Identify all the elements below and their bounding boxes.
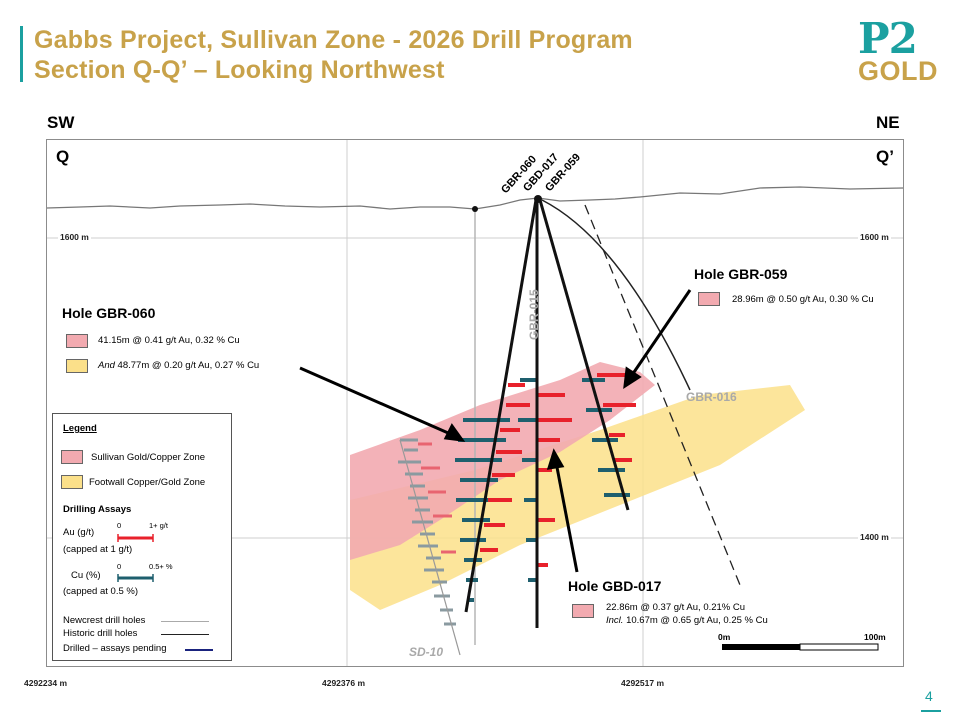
page-number-underline [921,710,941,712]
gbr060-trace [464,199,538,613]
legend-historic-line [161,634,209,635]
callout-gbr060-and: And [98,360,115,371]
section-label-q-prime: Q’ [876,147,894,166]
legend-au-label: Au (g/t) [63,527,95,538]
section-label-q: Q [56,147,70,166]
callout-gbr060-title: Hole GBR-060 [62,305,156,321]
direction-sw: SW [47,113,75,132]
legend-au-min: 0 [117,521,122,530]
scale-bar [722,643,879,651]
slide-title: Gabbs Project, Sullivan Zone - 2026 Dril… [34,26,633,54]
collar-gbr015 [472,206,478,212]
legend-cu-bar [117,574,154,582]
legend-pending: Drilled – assays pending [63,643,167,654]
callout-gbd017-assay-2: Incl. 10.67m @ 0.65 g/t Au, 0.25 % Cu [606,615,768,626]
legend-swatch-footwall [61,475,83,489]
gbd017-au-bars [537,393,572,567]
callout-gbr060-assay-2-text: 48.77m @ 0.20 g/t Au, 0.27 % Cu [114,360,260,371]
callout-gbr059-swatch [698,292,720,306]
label-gbr016: GBR-016 [686,390,737,404]
legend-cu-cap: (capped at 0.5 %) [63,586,138,597]
legend-cu-label: Cu (%) [71,570,101,581]
callout-gbd017-title: Hole GBD-017 [568,578,662,594]
dashed-hole [584,204,741,586]
callout-gbr060-assay-1: 41.15m @ 0.41 g/t Au, 0.32 % Cu [98,335,240,346]
legend-swatch-sullivan [61,450,83,464]
slide-subtitle: Section Q-Q’ – Looking Northwest [34,56,445,84]
legend-au-bar [117,534,154,542]
logo-p2-text: P2 [858,14,918,63]
page-number: 4 [925,688,933,704]
collar-cluster [534,195,542,203]
legend-historic: Historic drill holes [63,628,138,639]
sd10-trace [399,439,461,656]
footwall-copper-gold-zone [350,385,805,610]
p2-gold-logo: P2 GOLD [852,14,944,90]
legend-footwall-zone: Footwall Copper/Gold Zone [89,477,206,488]
gbr059-trace [538,199,630,511]
scale-end: 100m [864,632,886,642]
callout-gbr060-swatch-2 [66,359,88,373]
callout-gbr060-assay-2: And 48.77m @ 0.20 g/t Au, 0.27 % Cu [98,360,259,371]
gbr059-au-bars [597,373,636,462]
gbr060-au-bars [480,383,530,552]
northing-coord-1: 4292234 m [24,678,68,688]
sd10-red-bars [418,442,456,554]
legend-sullivan-zone: Sullivan Gold/Copper Zone [91,452,206,463]
logo-gold-text: GOLD [858,56,938,86]
legend-cu-min: 0 [117,562,122,571]
label-gbr015: GBR-015 [527,289,541,340]
title-accent-bar [20,26,23,82]
historic-hole-gbr016 [541,199,691,391]
legend-newcrest: Newcrest drill holes [63,615,146,626]
callout-gbd017-swatch [572,604,594,618]
callout-gbd017-assay-2-text: 10.67m @ 0.65 g/t Au, 0.25 % Cu [623,615,768,626]
legend-cu-max: 0.5+ % [149,562,173,571]
callout-gbd017-assay-1: 22.86m @ 0.37 g/t Au, 0.21% Cu [606,602,746,613]
legend-assays-title: Drilling Assays [63,504,132,515]
callout-arrows [299,289,692,573]
northing-coord-2: 4292376 m [322,678,366,688]
legend-au-max: 1+ g/t [149,521,168,530]
callout-gbr059-assay-1: 28.96m @ 0.50 g/t Au, 0.30 % Cu [732,294,874,305]
topography-line [46,186,904,210]
elevation-1600-left: 1600 m [58,232,91,242]
label-sd10: SD-10 [409,645,444,659]
callout-gbd017-incl: Incl. [606,615,624,626]
legend-newcrest-line [161,621,209,622]
gbr060-cu-bars [455,418,510,602]
legend-title: Legend [63,423,97,434]
legend-au-cap: (capped at 1 g/t) [63,544,133,555]
direction-ne: NE [876,113,900,132]
callout-gbr059-title: Hole GBR-059 [694,266,788,282]
legend-pending-line [185,649,213,651]
callout-gbr060-swatch-1 [66,334,88,348]
legend-box: Legend Sullivan Gold/Copper Zone Footwal… [52,413,232,661]
northing-coord-3: 4292517 m [621,678,665,688]
gbd017-cu-bars [518,378,537,582]
scale-start: 0m [718,632,731,642]
elevation-1400-right: 1400 m [858,532,891,542]
sd10-assay-bars [398,438,456,626]
elevation-1600-right: 1600 m [858,232,891,242]
